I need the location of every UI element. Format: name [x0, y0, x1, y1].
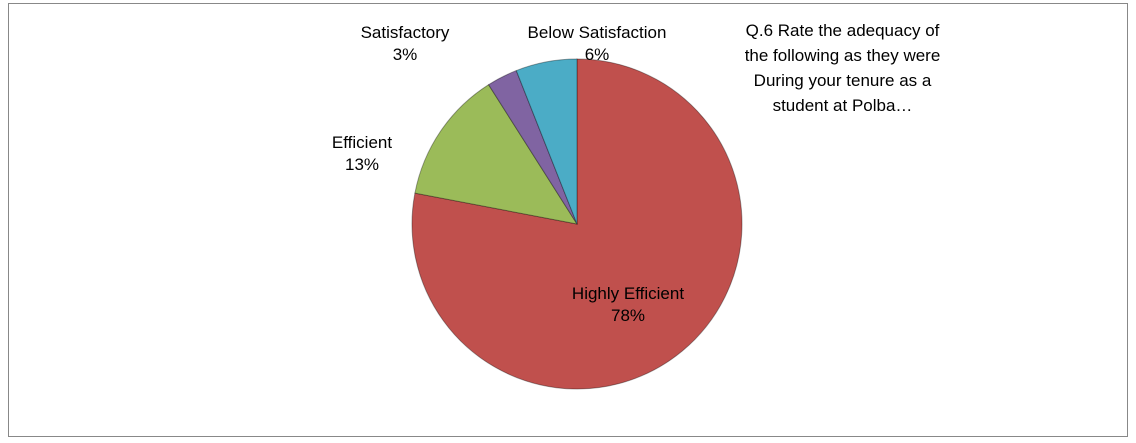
data-label: Satisfactory 3% — [345, 22, 465, 66]
pie-slice — [515, 58, 578, 225]
category-label: Efficient — [331, 133, 393, 152]
pie-slice — [411, 58, 743, 390]
category-label: Below Satisfaction — [527, 23, 667, 42]
category-label: Highly Efficient — [571, 284, 685, 303]
chart-title: Q.6 Rate the adequacy of the following a… — [744, 21, 941, 115]
value-label: 3% — [392, 45, 418, 64]
data-label: Highly Efficient 78% — [568, 283, 688, 327]
category-label: Satisfactory — [360, 23, 450, 42]
data-label: Below Satisfaction 6% — [497, 22, 697, 66]
value-label: 13% — [344, 155, 380, 174]
pie-slice — [487, 69, 578, 225]
value-label: 6% — [584, 45, 610, 64]
data-label: Efficient 13% — [302, 132, 422, 176]
value-label: 78% — [610, 306, 646, 325]
pie-slice — [414, 83, 579, 225]
